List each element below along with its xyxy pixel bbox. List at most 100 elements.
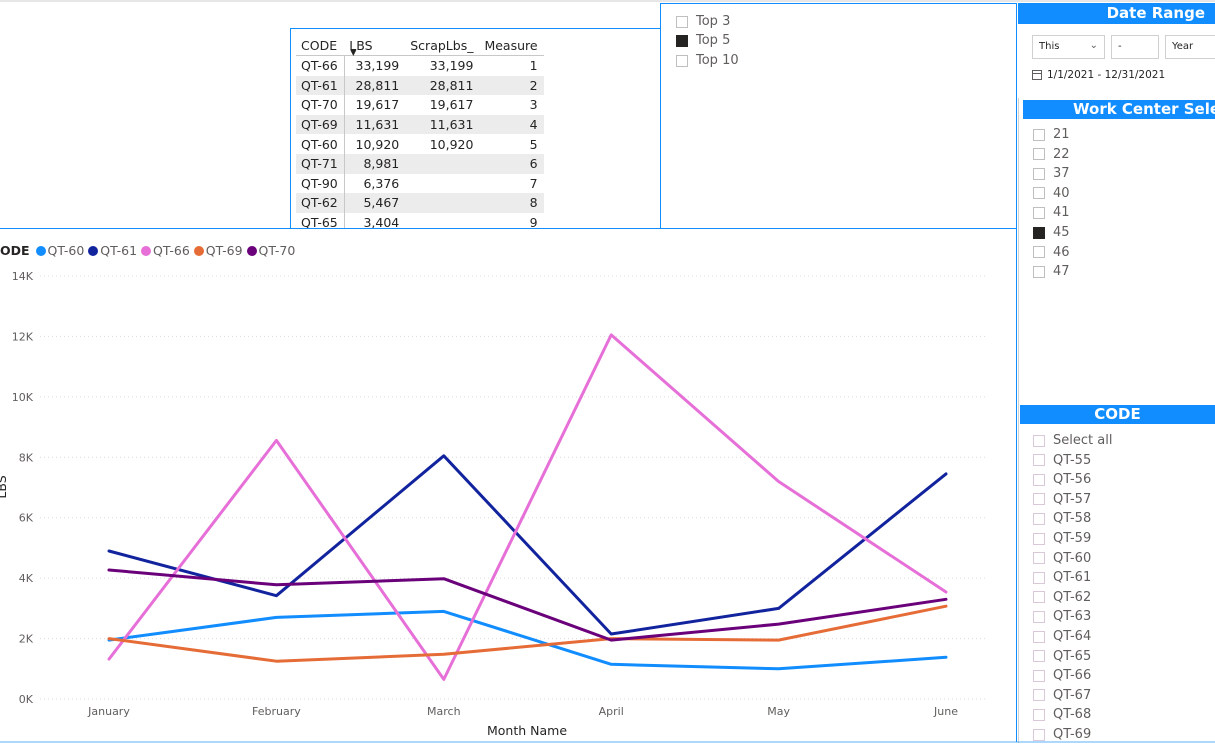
line-chart-visual[interactable]: ODE QT-60 QT-61 QT-66 QT-69 QT-70 0K 2K 4K 6K 8K… xyxy=(0,228,1017,742)
code-item[interactable]: QT-57 xyxy=(1033,492,1091,507)
work-center-item[interactable]: 40 xyxy=(1033,186,1070,201)
checkbox[interactable] xyxy=(1033,650,1045,663)
work-center-item[interactable]: 47 xyxy=(1033,264,1070,279)
code-item[interactable]: QT-58 xyxy=(1033,511,1091,526)
col-header-lbs[interactable]: LBS ▼ xyxy=(344,35,406,57)
checkbox[interactable] xyxy=(1033,187,1045,200)
checkbox[interactable] xyxy=(1033,532,1045,545)
cell-scrap: 10,920 xyxy=(429,136,474,152)
table-row[interactable]: QT-65 3,404 9 xyxy=(296,212,544,229)
checkbox[interactable] xyxy=(1033,630,1045,643)
code-item[interactable]: QT-60 xyxy=(1033,551,1091,566)
checkbox[interactable] xyxy=(1033,493,1045,506)
code-select-all[interactable]: Select all xyxy=(1033,433,1112,448)
checkbox[interactable] xyxy=(676,54,688,67)
checkbox[interactable] xyxy=(1033,669,1045,682)
unit-dropdown[interactable]: Year xyxy=(1165,35,1215,59)
chart-plot: 0K 2K 4K 6K 8K 10K 12K 14K January February March A… xyxy=(0,270,985,738)
checkbox[interactable] xyxy=(1033,512,1045,525)
code-item[interactable]: QT-66 xyxy=(1033,668,1091,683)
code-item[interactable]: QT-64 xyxy=(1033,629,1091,644)
checkbox[interactable] xyxy=(1033,591,1045,604)
y-tick-label: 14K xyxy=(12,270,34,283)
period-value: This xyxy=(1039,41,1060,52)
code-item[interactable]: QT-55 xyxy=(1033,453,1091,468)
code-item[interactable]: QT-67 xyxy=(1033,688,1091,703)
checkbox[interactable] xyxy=(676,15,688,28)
table-row[interactable]: QT-69 11,631 11,631 4 xyxy=(296,114,544,135)
y-tick-label: 12K xyxy=(12,330,34,343)
table-row[interactable]: QT-60 10,920 10,920 5 xyxy=(296,134,544,154)
work-center-item[interactable]: 46 xyxy=(1033,245,1070,260)
checkbox[interactable] xyxy=(1033,128,1045,141)
scrap-table-visual[interactable]: CODE LBS ▼ ScrapLbs_ Measure QT-66 33,199… xyxy=(290,28,661,229)
cell-measure: 9 xyxy=(529,215,538,229)
cell-lbs: 10,920 xyxy=(355,136,400,152)
y-tick-label: 8K xyxy=(19,451,34,464)
work-center-item[interactable]: 21 xyxy=(1033,127,1070,142)
col-header-code[interactable]: CODE xyxy=(296,35,345,56)
legend-item[interactable]: QT-66 xyxy=(141,243,190,258)
legend-item[interactable]: QT-69 xyxy=(193,243,243,258)
cell-scrap xyxy=(405,153,480,174)
code-item[interactable]: QT-68 xyxy=(1033,707,1091,722)
legend-label: QT-69 xyxy=(205,243,243,258)
series-line-qt-69 xyxy=(107,604,948,663)
code-item[interactable]: QT-65 xyxy=(1033,649,1091,664)
x-tick-label: March xyxy=(427,705,461,718)
topn-item-top3[interactable]: Top 3 xyxy=(676,14,730,29)
checkbox[interactable] xyxy=(1033,610,1045,623)
code-item[interactable]: QT-62 xyxy=(1033,590,1091,605)
checkbox[interactable] xyxy=(1033,148,1045,161)
work-center-item[interactable]: 45 xyxy=(1033,225,1070,240)
code-item[interactable]: QT-56 xyxy=(1033,472,1091,487)
checkbox-checked[interactable] xyxy=(1033,226,1045,239)
code-label: QT-58 xyxy=(1053,511,1092,527)
table-row[interactable]: QT-62 5,467 8 xyxy=(296,193,544,213)
checkbox[interactable] xyxy=(1033,265,1045,278)
cell-lbs: 19,617 xyxy=(355,97,400,113)
work-center-item[interactable]: 37 xyxy=(1033,166,1070,181)
legend-item[interactable]: QT-61 xyxy=(88,243,137,258)
code-item[interactable]: QT-59 xyxy=(1033,531,1091,546)
checkbox[interactable] xyxy=(1033,728,1045,741)
code-item[interactable]: QT-63 xyxy=(1033,609,1091,624)
work-center-item[interactable]: 22 xyxy=(1033,147,1070,162)
code-item[interactable]: QT-61 xyxy=(1033,570,1091,585)
checkbox[interactable] xyxy=(1033,552,1045,565)
checkbox[interactable] xyxy=(1033,689,1045,702)
table-row[interactable]: QT-61 28,811 28,811 2 xyxy=(296,75,544,96)
code-label: QT-56 xyxy=(1053,472,1092,488)
checkbox[interactable] xyxy=(1033,167,1045,180)
checkbox[interactable] xyxy=(1033,454,1045,467)
code-item[interactable]: QT-69 xyxy=(1033,727,1091,742)
checkbox[interactable] xyxy=(1033,206,1045,219)
unit-value: Year xyxy=(1172,41,1194,52)
cell-code: QT-61 xyxy=(296,75,345,96)
topn-item-top10[interactable]: Top 10 xyxy=(676,53,739,68)
period-dropdown[interactable]: This ⌄ xyxy=(1032,35,1105,59)
checkbox[interactable] xyxy=(1033,246,1045,259)
table-row[interactable]: QT-71 8,981 6 xyxy=(296,153,544,174)
date-range-slicer: Date Range This ⌄ - Year 1/1/2021 - 12/3… xyxy=(1018,3,1215,95)
work-center-item[interactable]: 41 xyxy=(1033,205,1070,220)
work-center-label: 37 xyxy=(1053,166,1070,182)
col-header-measure[interactable]: Measure xyxy=(479,35,544,56)
legend-item[interactable]: QT-60 xyxy=(35,243,84,258)
date-range-display[interactable]: 1/1/2021 - 12/31/2021 xyxy=(1032,69,1165,81)
cell-lbs: 28,811 xyxy=(344,75,406,96)
legend-item[interactable]: QT-70 xyxy=(246,243,295,258)
table-row[interactable]: QT-90 6,376 7 xyxy=(296,173,544,194)
checkbox[interactable] xyxy=(1033,708,1045,721)
checkbox-checked[interactable] xyxy=(676,34,688,47)
col-header-scraplbs[interactable]: ScrapLbs_ xyxy=(405,35,480,56)
topn-item-top5[interactable]: Top 5 xyxy=(676,33,730,48)
checkbox[interactable] xyxy=(1033,571,1045,584)
scrap-table: CODE LBS ▼ ScrapLbs_ Measure QT-66 33,199… xyxy=(296,35,544,229)
checkbox[interactable] xyxy=(1033,473,1045,486)
checkbox[interactable] xyxy=(1033,434,1045,447)
cell-measure: 4 xyxy=(479,114,544,135)
table-row[interactable]: QT-70 19,617 19,617 3 xyxy=(296,95,544,115)
table-row[interactable]: QT-66 33,199 33,199 1 xyxy=(296,55,544,76)
count-input[interactable]: - xyxy=(1111,35,1159,59)
